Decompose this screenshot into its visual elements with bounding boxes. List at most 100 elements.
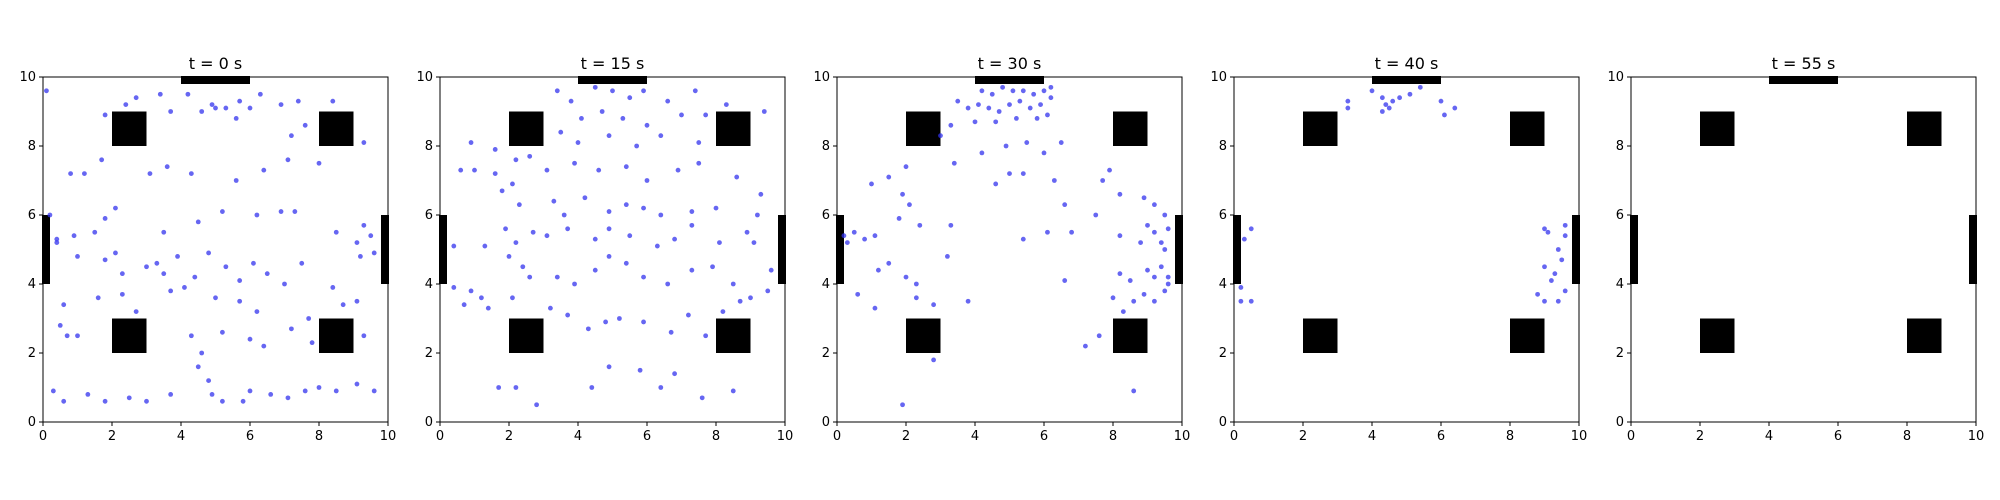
agent-point (658, 212, 664, 218)
agent-point (119, 271, 125, 277)
obstacle (112, 318, 147, 353)
agent-point (1152, 298, 1157, 304)
agent-point (955, 98, 961, 104)
agent-point (1248, 226, 1254, 232)
agent-point (102, 257, 108, 263)
agent-point (737, 298, 743, 304)
agent-point (730, 388, 736, 394)
agent-point (316, 385, 322, 390)
agent-point (209, 102, 215, 107)
agent-point (527, 153, 533, 159)
agent-point (164, 164, 170, 170)
agent-point (603, 319, 608, 325)
agent-point (900, 191, 905, 197)
agent-point (292, 209, 298, 214)
agent-point (641, 274, 646, 280)
agent-point (1117, 233, 1123, 239)
agent-point (295, 98, 301, 104)
agent-point (1442, 112, 1447, 118)
agent-point (368, 233, 374, 239)
agent-point (761, 109, 767, 114)
agent-point (1369, 88, 1375, 94)
agent-point (54, 240, 60, 246)
agent-point (233, 178, 239, 183)
agent-point (209, 392, 215, 397)
agent-point (862, 236, 867, 242)
x-tick-label: 6 (1040, 429, 1048, 444)
agent-point (316, 160, 322, 166)
agent-point (993, 119, 999, 125)
x-tick-label: 8 (1903, 429, 1911, 444)
exit-left (42, 215, 50, 284)
x-tick-label: 8 (1109, 429, 1117, 444)
agent-point (948, 222, 954, 228)
y-tick-label: 8 (1219, 139, 1227, 154)
agent-point (592, 236, 598, 242)
agent-point (1165, 226, 1171, 232)
agent-point (1562, 288, 1568, 294)
agent-point (1007, 102, 1012, 107)
x-tick-label: 8 (315, 429, 323, 444)
agent-point (1165, 274, 1171, 280)
agent-point (641, 205, 646, 211)
y-tick-label: 4 (425, 277, 433, 292)
agent-point (668, 329, 674, 335)
agent-point (1407, 91, 1413, 97)
agent-point (113, 205, 118, 211)
agent-point (689, 267, 695, 273)
agent-point (485, 305, 491, 311)
agent-point (855, 291, 861, 297)
agent-point (206, 250, 212, 256)
x-tick-label: 0 (436, 429, 444, 444)
agent-point (1390, 98, 1396, 104)
agent-point (1141, 291, 1147, 297)
agent-point (520, 264, 526, 270)
agent-point (993, 181, 999, 187)
x-tick-label: 0 (833, 429, 841, 444)
agent-point (699, 395, 705, 401)
agent-point (931, 357, 936, 363)
agent-point (1248, 298, 1254, 304)
agent-point (623, 202, 629, 208)
obstacle (1510, 111, 1545, 146)
agent-point (261, 167, 267, 173)
agent-point (1096, 333, 1102, 339)
agent-point (1024, 140, 1030, 145)
agent-point (606, 226, 612, 232)
agent-point (658, 133, 664, 139)
agent-point (1034, 116, 1040, 121)
x-tick-label: 4 (574, 429, 582, 444)
agent-point (1145, 267, 1150, 273)
agent-point (768, 267, 774, 273)
agent-point (516, 202, 522, 208)
agent-point (644, 122, 650, 128)
agent-point (1417, 84, 1423, 90)
exit-left (836, 215, 844, 284)
agent-point (976, 102, 981, 107)
agent-point (206, 378, 212, 383)
agent-point (199, 109, 205, 114)
x-tick-label: 4 (1765, 429, 1773, 444)
agent-point (154, 260, 160, 266)
agent-point (617, 316, 622, 321)
y-tick-label: 10 (813, 70, 830, 85)
agent-point (896, 216, 902, 221)
agent-point (1041, 150, 1047, 156)
y-tick-label: 2 (425, 346, 433, 361)
agent-point (623, 164, 629, 170)
panel-title: t = 55 s (1772, 54, 1836, 73)
agent-point (185, 91, 191, 97)
agent-point (1162, 212, 1168, 218)
x-tick-label: 2 (108, 429, 116, 444)
agent-point (330, 98, 336, 104)
agent-point (220, 209, 225, 214)
agent-point (299, 260, 305, 266)
x-tick-label: 6 (643, 429, 651, 444)
agent-point (1017, 98, 1023, 104)
obstacle (112, 111, 147, 146)
agent-point (579, 116, 584, 121)
agent-point (1552, 271, 1558, 277)
obstacle (1303, 111, 1338, 146)
agent-point (720, 309, 726, 314)
agent-point (188, 171, 194, 177)
